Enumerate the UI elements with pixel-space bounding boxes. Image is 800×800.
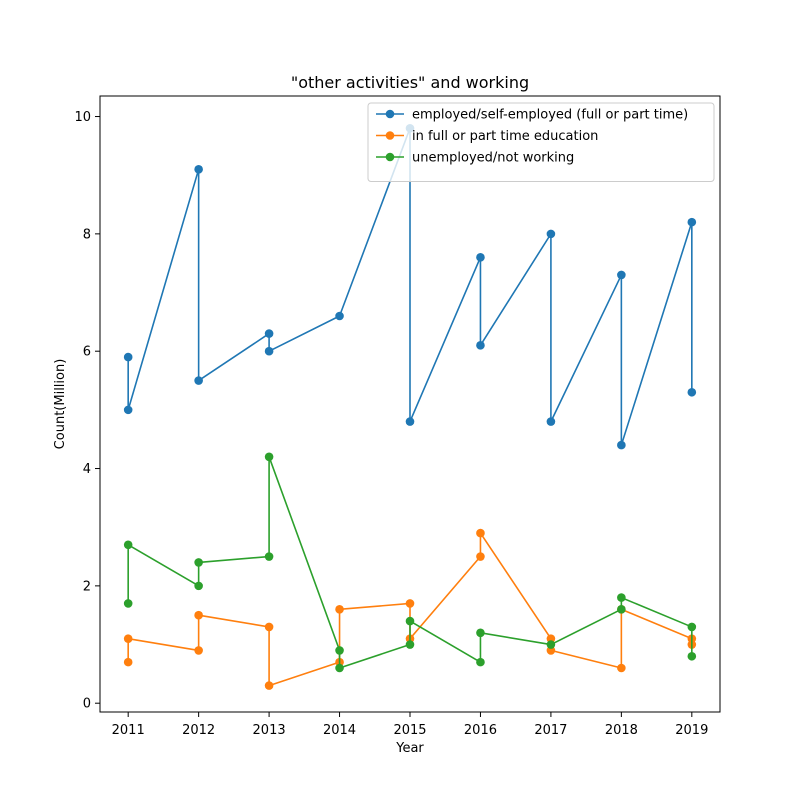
y-tick-label: 4 [83,462,91,477]
data-point [264,622,274,632]
data-point [264,552,274,561]
series-line [127,455,693,669]
data-point [335,663,344,673]
legend-label: employed/self-employed (full or part tim… [412,108,688,123]
legend-marker [385,152,395,162]
plot-area-frame [99,95,721,713]
data-point [476,253,485,262]
data-point [194,610,203,620]
legend-entry: in full or part time education [376,129,598,144]
x-tick-label: 2019 [675,723,708,738]
x-tick-label: 2017 [534,723,567,738]
data-point [476,552,485,561]
data-point [335,605,344,614]
data-point [123,405,133,415]
data-point [194,165,203,174]
data-point [617,663,626,673]
legend-label: in full or part time education [412,129,598,144]
data-point [687,622,697,632]
data-point [476,528,485,538]
data-point [194,581,203,591]
y-tick-label: 6 [83,345,91,360]
x-tick-label: 2016 [464,723,497,738]
data-point [617,593,626,602]
y-tick-label: 10 [74,110,91,125]
data-point [405,640,415,649]
chart-title: "other activities" and working [291,73,529,92]
x-axis-label: Year [395,741,424,756]
data-point [335,311,344,321]
x-tick-label: 2011 [112,723,145,738]
data-point [123,599,133,608]
series-line [127,532,693,687]
data-point [476,657,485,667]
data-point [123,634,133,643]
data-point [687,651,697,661]
y-tick-label: 8 [83,227,91,242]
data-point [264,329,274,338]
data-point [405,417,415,426]
data-point [335,646,344,655]
series-2 [123,528,697,690]
data-point [194,646,203,655]
data-point [123,540,133,550]
data-point [476,341,485,350]
data-point [405,616,415,626]
legend-entry: employed/self-employed (full or part tim… [376,108,688,123]
data-point [123,352,133,362]
x-tick-label: 2013 [253,723,286,738]
data-point [617,270,626,280]
data-point [546,229,556,239]
legend-label: unemployed/not working [412,151,574,166]
x-tick-label: 2018 [605,723,638,738]
data-point [476,628,485,638]
legend-marker [385,131,395,140]
data-point [123,657,133,667]
x-tick-label: 2012 [182,723,215,738]
legend: employed/self-employed (full or part tim… [367,102,715,182]
data-point [194,558,203,567]
data-point [264,681,274,690]
legend-entry: unemployed/not working [376,151,574,166]
x-tick-label: 2014 [323,723,356,738]
data-point [687,217,697,227]
y-tick-label: 2 [83,579,91,594]
legend-box [367,102,715,182]
y-tick-label: 0 [83,697,91,712]
data-point [617,440,626,450]
data-point [405,599,415,608]
data-point [546,417,556,426]
data-point [687,387,697,397]
y-axis-label: Count(Million) [53,359,68,450]
series-3 [123,452,697,673]
data-point [546,640,556,649]
data-point [617,605,626,614]
data-point [264,452,274,462]
data-point [264,346,274,356]
x-tick-label: 2015 [393,723,426,738]
legend-marker [385,109,395,119]
data-point [194,376,203,385]
